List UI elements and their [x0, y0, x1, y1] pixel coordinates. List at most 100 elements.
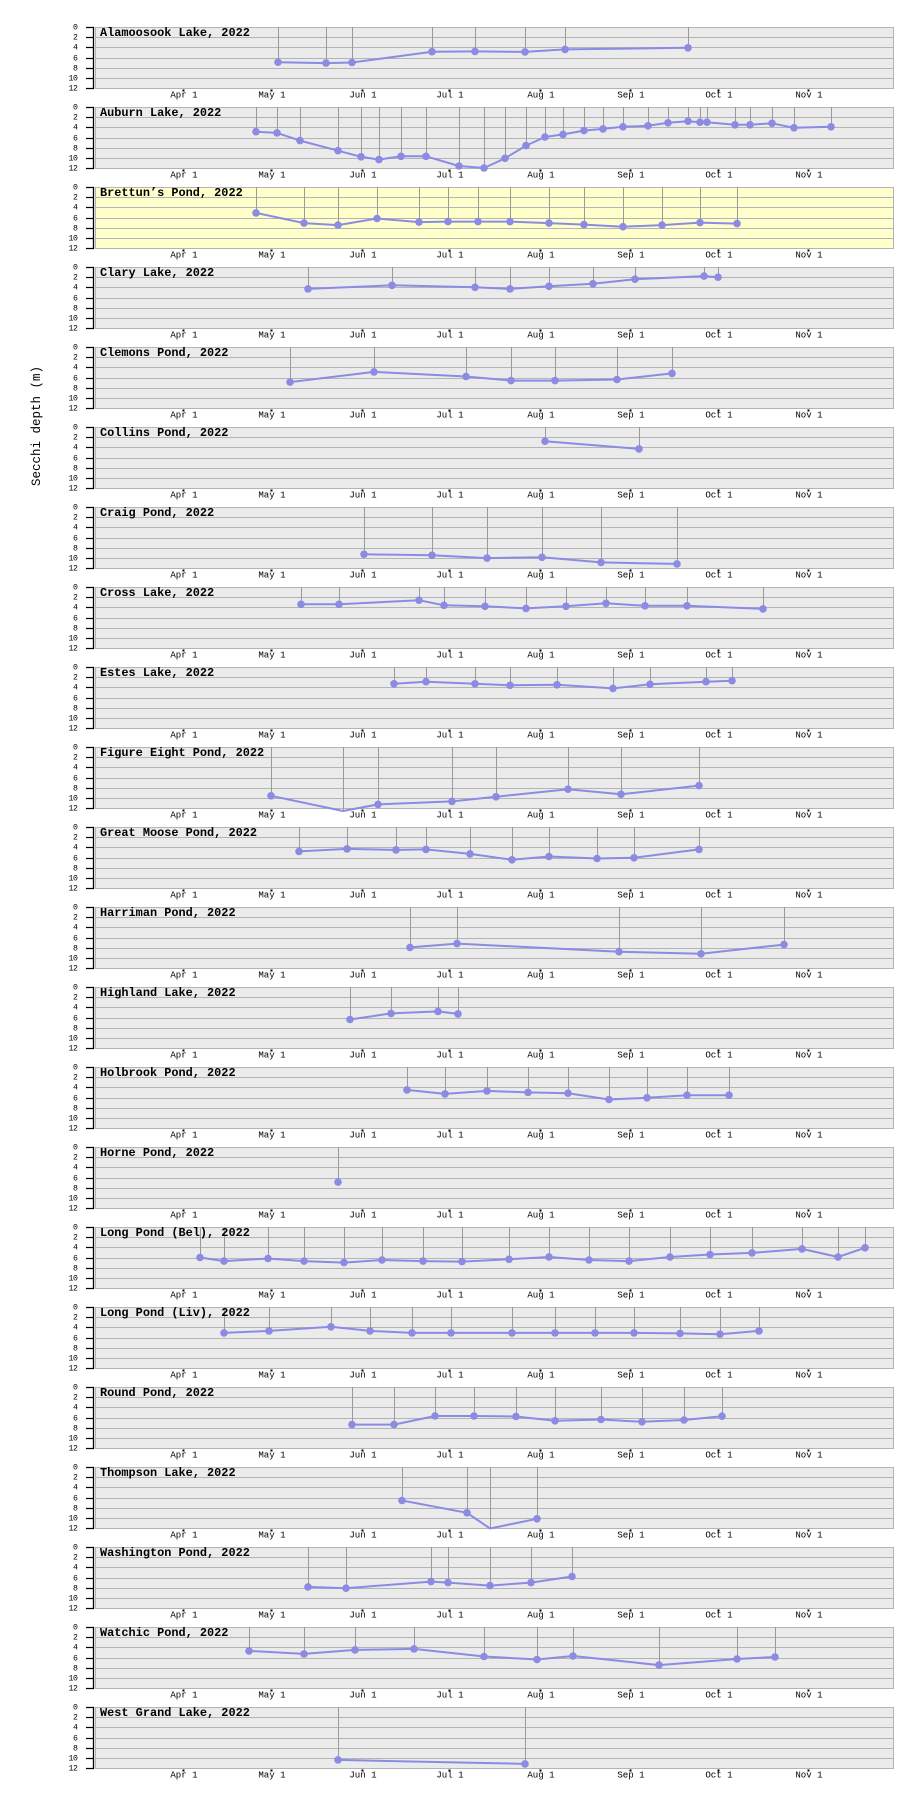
svg-text:8: 8 [73, 624, 78, 633]
svg-text:2: 2 [73, 1233, 78, 1242]
svg-text:Nov 1: Nov 1 [795, 730, 823, 741]
svg-text:Aug 1: Aug 1 [527, 250, 555, 261]
svg-text:Sep 1: Sep 1 [617, 810, 645, 821]
svg-text:2: 2 [73, 353, 78, 362]
svg-text:0: 0 [73, 903, 78, 912]
svg-text:Sep 1: Sep 1 [617, 570, 645, 581]
svg-text:6: 6 [73, 1414, 78, 1423]
svg-text:Jun 1: Jun 1 [349, 810, 377, 821]
svg-text:Aug 1: Aug 1 [527, 650, 555, 661]
svg-text:Jul 1: Jul 1 [436, 1610, 464, 1621]
svg-text:4: 4 [73, 123, 78, 132]
svg-text:Jul 1: Jul 1 [436, 730, 464, 741]
svg-text:Oct 1: Oct 1 [705, 890, 733, 901]
svg-text:Jun 1: Jun 1 [349, 1370, 377, 1381]
svg-text:Apr 1: Apr 1 [170, 170, 198, 181]
svg-text:May 1: May 1 [258, 410, 286, 421]
svg-text:Jul 1: Jul 1 [436, 250, 464, 261]
svg-text:12: 12 [68, 1524, 78, 1533]
svg-text:Harriman Pond, 2022: Harriman Pond, 2022 [100, 906, 236, 920]
svg-text:0: 0 [73, 1623, 78, 1632]
svg-text:May 1: May 1 [258, 90, 286, 101]
svg-text:Apr 1: Apr 1 [170, 1530, 198, 1541]
svg-text:Oct 1: Oct 1 [705, 1210, 733, 1221]
svg-text:0: 0 [73, 263, 78, 272]
svg-text:6: 6 [73, 454, 78, 463]
svg-text:Aug 1: Aug 1 [527, 810, 555, 821]
svg-text:0: 0 [73, 583, 78, 592]
svg-text:Jun 1: Jun 1 [349, 1210, 377, 1221]
svg-text:4: 4 [73, 1243, 78, 1252]
svg-text:10: 10 [68, 234, 78, 243]
svg-text:Jun 1: Jun 1 [349, 490, 377, 501]
svg-text:Craig Pond, 2022: Craig Pond, 2022 [100, 506, 214, 520]
svg-text:May 1: May 1 [258, 890, 286, 901]
svg-text:Nov 1: Nov 1 [795, 1370, 823, 1381]
svg-text:4: 4 [73, 1083, 78, 1092]
svg-text:Nov 1: Nov 1 [795, 1690, 823, 1701]
svg-text:Nov 1: Nov 1 [795, 250, 823, 261]
svg-text:Jun 1: Jun 1 [349, 1770, 377, 1781]
svg-text:2: 2 [73, 913, 78, 922]
svg-text:Aug 1: Aug 1 [527, 1370, 555, 1381]
svg-text:2: 2 [73, 1473, 78, 1482]
svg-text:10: 10 [68, 874, 78, 883]
svg-text:Aug 1: Aug 1 [527, 1530, 555, 1541]
svg-text:Jul 1: Jul 1 [436, 490, 464, 501]
svg-text:Jul 1: Jul 1 [436, 1450, 464, 1461]
svg-text:May 1: May 1 [258, 970, 286, 981]
svg-text:Nov 1: Nov 1 [795, 170, 823, 181]
svg-text:4: 4 [73, 1003, 78, 1012]
svg-text:Jul 1: Jul 1 [436, 1530, 464, 1541]
svg-text:Sep 1: Sep 1 [617, 1610, 645, 1621]
svg-text:0: 0 [73, 1463, 78, 1472]
svg-text:Jun 1: Jun 1 [349, 730, 377, 741]
svg-text:Nov 1: Nov 1 [795, 810, 823, 821]
svg-text:May 1: May 1 [258, 1450, 286, 1461]
svg-text:0: 0 [73, 1383, 78, 1392]
svg-text:6: 6 [73, 54, 78, 63]
svg-text:6: 6 [73, 1494, 78, 1503]
svg-text:Oct 1: Oct 1 [705, 1690, 733, 1701]
svg-text:Nov 1: Nov 1 [795, 570, 823, 581]
svg-text:Round Pond, 2022: Round Pond, 2022 [100, 1386, 214, 1400]
svg-text:Oct 1: Oct 1 [705, 1530, 733, 1541]
svg-text:May 1: May 1 [258, 1690, 286, 1701]
svg-text:Oct 1: Oct 1 [705, 1290, 733, 1301]
svg-text:Oct 1: Oct 1 [705, 570, 733, 581]
svg-text:4: 4 [73, 1723, 78, 1732]
svg-text:Aug 1: Aug 1 [527, 1690, 555, 1701]
svg-text:Nov 1: Nov 1 [795, 1130, 823, 1141]
svg-text:2: 2 [73, 273, 78, 282]
svg-text:Long Pond (Liv), 2022: Long Pond (Liv), 2022 [100, 1306, 250, 1320]
svg-text:10: 10 [68, 314, 78, 323]
svg-text:May 1: May 1 [258, 1130, 286, 1141]
svg-text:Oct 1: Oct 1 [705, 90, 733, 101]
svg-text:Sep 1: Sep 1 [617, 90, 645, 101]
svg-text:Apr 1: Apr 1 [170, 1050, 198, 1061]
svg-text:10: 10 [68, 74, 78, 83]
svg-text:Alamoosook Lake, 2022: Alamoosook Lake, 2022 [100, 26, 250, 40]
svg-text:0: 0 [73, 983, 78, 992]
svg-text:Brettun’s Pond, 2022: Brettun’s Pond, 2022 [100, 186, 243, 200]
svg-text:Nov 1: Nov 1 [795, 1610, 823, 1621]
svg-text:Jun 1: Jun 1 [349, 410, 377, 421]
svg-text:Apr 1: Apr 1 [170, 730, 198, 741]
svg-text:Holbrook Pond, 2022: Holbrook Pond, 2022 [100, 1066, 236, 1080]
svg-text:4: 4 [73, 523, 78, 532]
svg-text:Sep 1: Sep 1 [617, 1450, 645, 1461]
svg-text:2: 2 [73, 1633, 78, 1642]
svg-text:0: 0 [73, 663, 78, 672]
svg-text:12: 12 [68, 1364, 78, 1373]
svg-text:8: 8 [73, 1024, 78, 1033]
svg-text:6: 6 [73, 214, 78, 223]
svg-text:12: 12 [68, 1284, 78, 1293]
svg-text:Apr 1: Apr 1 [170, 250, 198, 261]
svg-text:12: 12 [68, 84, 78, 93]
svg-text:Jul 1: Jul 1 [436, 890, 464, 901]
svg-text:Nov 1: Nov 1 [795, 90, 823, 101]
svg-text:12: 12 [68, 564, 78, 573]
svg-text:10: 10 [68, 954, 78, 963]
svg-text:Jul 1: Jul 1 [436, 810, 464, 821]
svg-text:Aug 1: Aug 1 [527, 570, 555, 581]
